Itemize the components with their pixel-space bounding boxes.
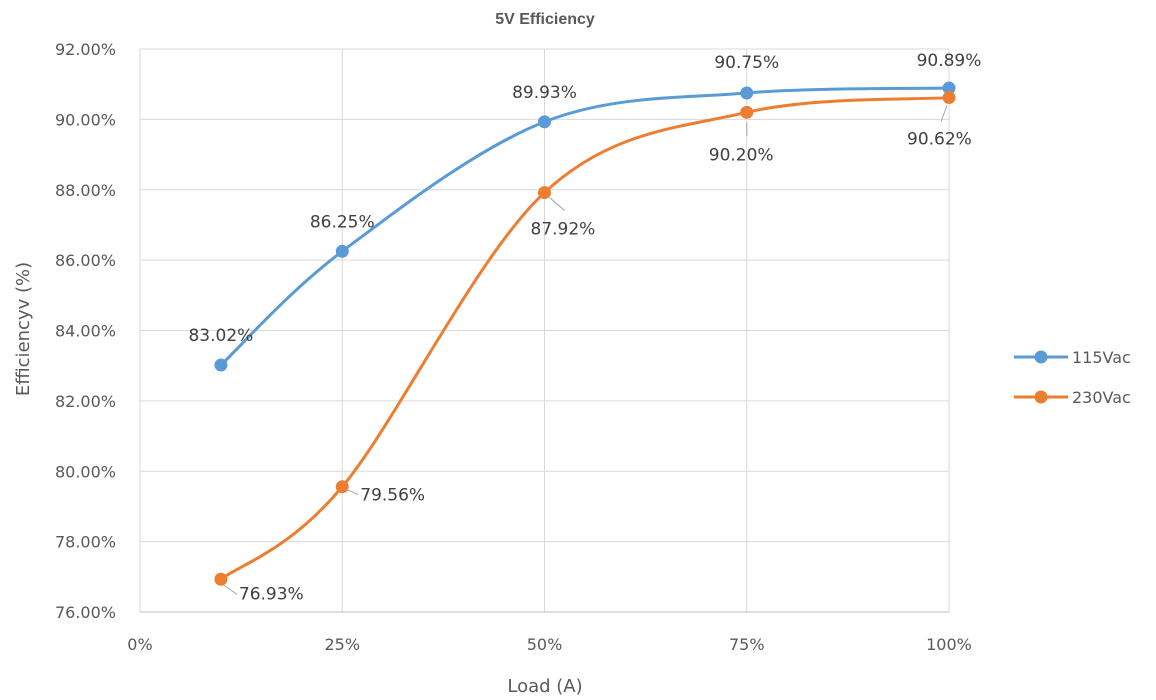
- y-tick-label: 90.00%: [55, 110, 116, 129]
- legend-label: 230Vac: [1072, 388, 1131, 407]
- data-label: 76.93%: [239, 584, 304, 604]
- data-label: 90.20%: [709, 145, 774, 165]
- data-labels: 83.02% 86.25% 89.93% 90.75% 90.89% 76.93% 79.5…: [188, 51, 981, 604]
- data-label: 83.02%: [188, 326, 253, 346]
- data-point: [335, 480, 349, 494]
- x-axis-title: Load (A): [507, 676, 582, 697]
- y-tick-label: 82.00%: [55, 392, 116, 411]
- legend-marker: [1034, 390, 1048, 404]
- data-label: 86.25%: [310, 212, 375, 232]
- y-axis-title: Efficiencyv (%): [13, 262, 34, 396]
- legend-label: 115Vac: [1072, 348, 1131, 367]
- chart-title: 5V Efficiency: [495, 11, 595, 28]
- x-tick-label: 0%: [127, 635, 152, 654]
- series-line-230Vac: [219, 96, 950, 581]
- data-point: [335, 244, 349, 258]
- legend: 115Vac 230Vac: [1014, 348, 1131, 407]
- tick-labels: 76.00% 78.00% 80.00% 82.00% 84.00% 86.00% 88.0…: [55, 40, 972, 654]
- y-tick-label: 88.00%: [55, 181, 116, 200]
- data-point: [538, 115, 551, 129]
- x-tick-label: 25%: [324, 635, 360, 654]
- data-point: [942, 91, 956, 105]
- data-label: 87.92%: [531, 220, 596, 240]
- data-label: 90.89%: [917, 51, 982, 71]
- x-tick-label: 75%: [729, 635, 765, 654]
- y-tick-label: 80.00%: [55, 462, 116, 481]
- data-label: 89.93%: [512, 83, 577, 103]
- x-tick-label: 50%: [527, 635, 563, 654]
- grid: [139, 48, 950, 613]
- data-point: [538, 186, 551, 200]
- data-label: 79.56%: [360, 486, 425, 506]
- y-tick-label: 86.00%: [55, 251, 116, 270]
- label-leader-line: [223, 584, 238, 595]
- data-point: [740, 105, 754, 119]
- data-point: [214, 572, 228, 586]
- series-layer: [214, 81, 956, 586]
- y-tick-label: 84.00%: [55, 322, 116, 341]
- label-leader-line: [345, 488, 359, 496]
- x-tick-label: 100%: [926, 635, 972, 654]
- data-point: [740, 86, 754, 100]
- label-leader-line: [549, 197, 565, 211]
- data-point: [942, 81, 956, 95]
- y-tick-label: 92.00%: [55, 40, 116, 59]
- data-label: 90.75%: [714, 53, 779, 73]
- y-tick-label: 76.00%: [55, 603, 116, 622]
- y-tick-label: 78.00%: [55, 533, 116, 552]
- label-leader-line: [940, 105, 948, 122]
- legend-marker: [1034, 350, 1048, 364]
- data-label: 90.62%: [907, 130, 972, 150]
- data-point: [214, 358, 228, 372]
